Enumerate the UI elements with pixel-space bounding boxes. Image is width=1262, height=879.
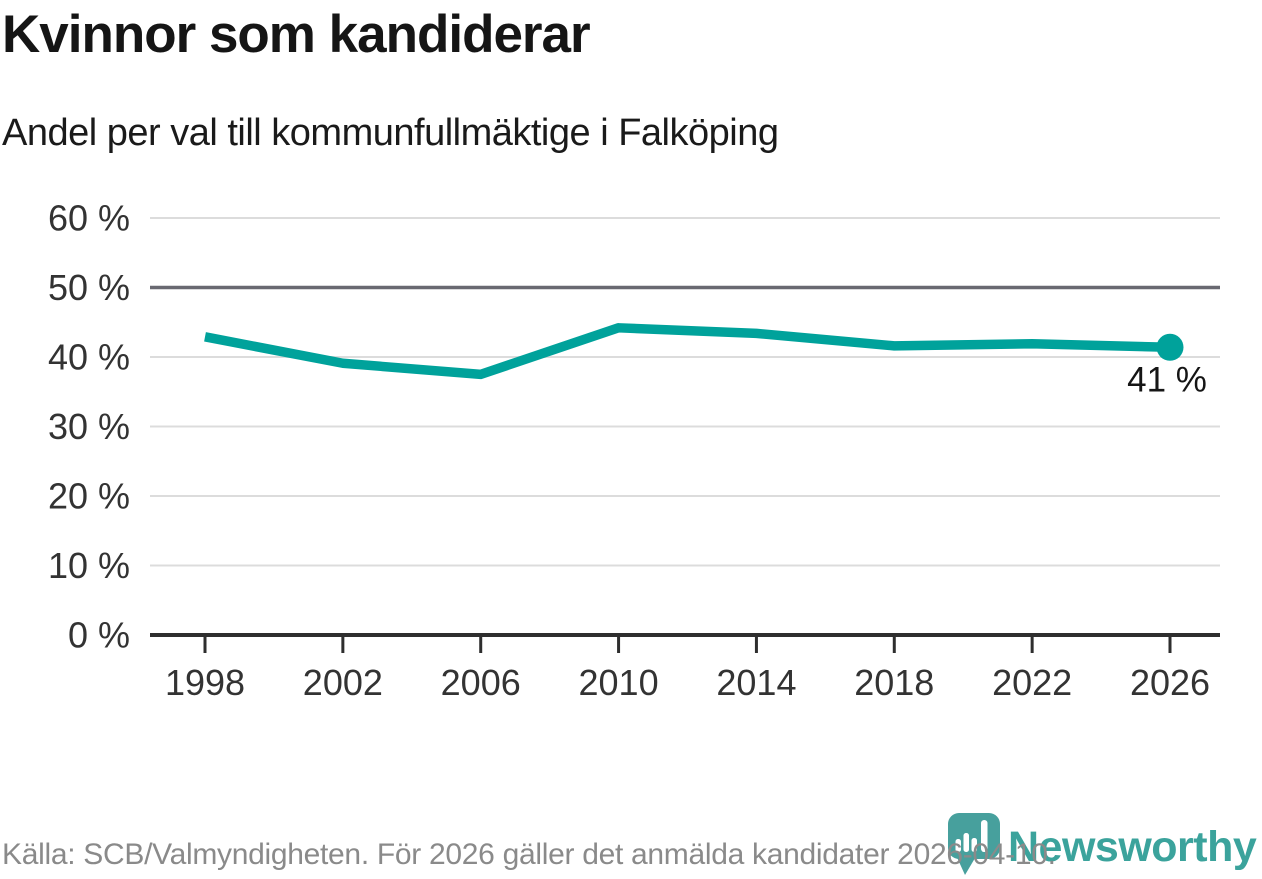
y-tick-label: 0 %	[68, 615, 130, 656]
x-tick-label: 2010	[579, 662, 659, 703]
x-tick-label: 2014	[716, 662, 796, 703]
y-tick-label: 30 %	[48, 406, 130, 447]
bar-3	[971, 838, 977, 852]
x-tick-label: 2002	[303, 662, 383, 703]
y-tick-label: 10 %	[48, 545, 130, 586]
y-tick-label: 60 %	[48, 198, 130, 239]
chart-title: Kvinnor som kandiderar	[2, 5, 591, 64]
x-tick-label: 2018	[854, 662, 934, 703]
x-tick-label: 1998	[165, 662, 245, 703]
end-point-marker	[1156, 333, 1184, 361]
x-tick-label: 2026	[1130, 662, 1210, 703]
y-tick-label: 40 %	[48, 337, 130, 378]
end-value-label: 41 %	[1127, 360, 1207, 399]
newsworthy-logo-text: Newsworthy	[1008, 823, 1257, 871]
y-tick-label: 20 %	[48, 476, 130, 517]
bar-2	[963, 833, 969, 852]
bar-1	[955, 839, 961, 852]
chart-subtitle: Andel per val till kommunfullmäktige i F…	[2, 112, 779, 154]
bar-4	[981, 820, 988, 852]
x-tick-label: 2006	[441, 662, 521, 703]
x-tick-label: 2022	[992, 662, 1072, 703]
source-note: Källa: SCB/Valmyndigheten. För 2026 gäll…	[2, 838, 1056, 871]
newsworthy-logo: Newsworthy	[942, 813, 1262, 879]
y-tick-label: 50 %	[48, 267, 130, 308]
data-line	[204, 323, 1171, 380]
speech-bubble-bar-chart-icon	[948, 813, 1000, 875]
